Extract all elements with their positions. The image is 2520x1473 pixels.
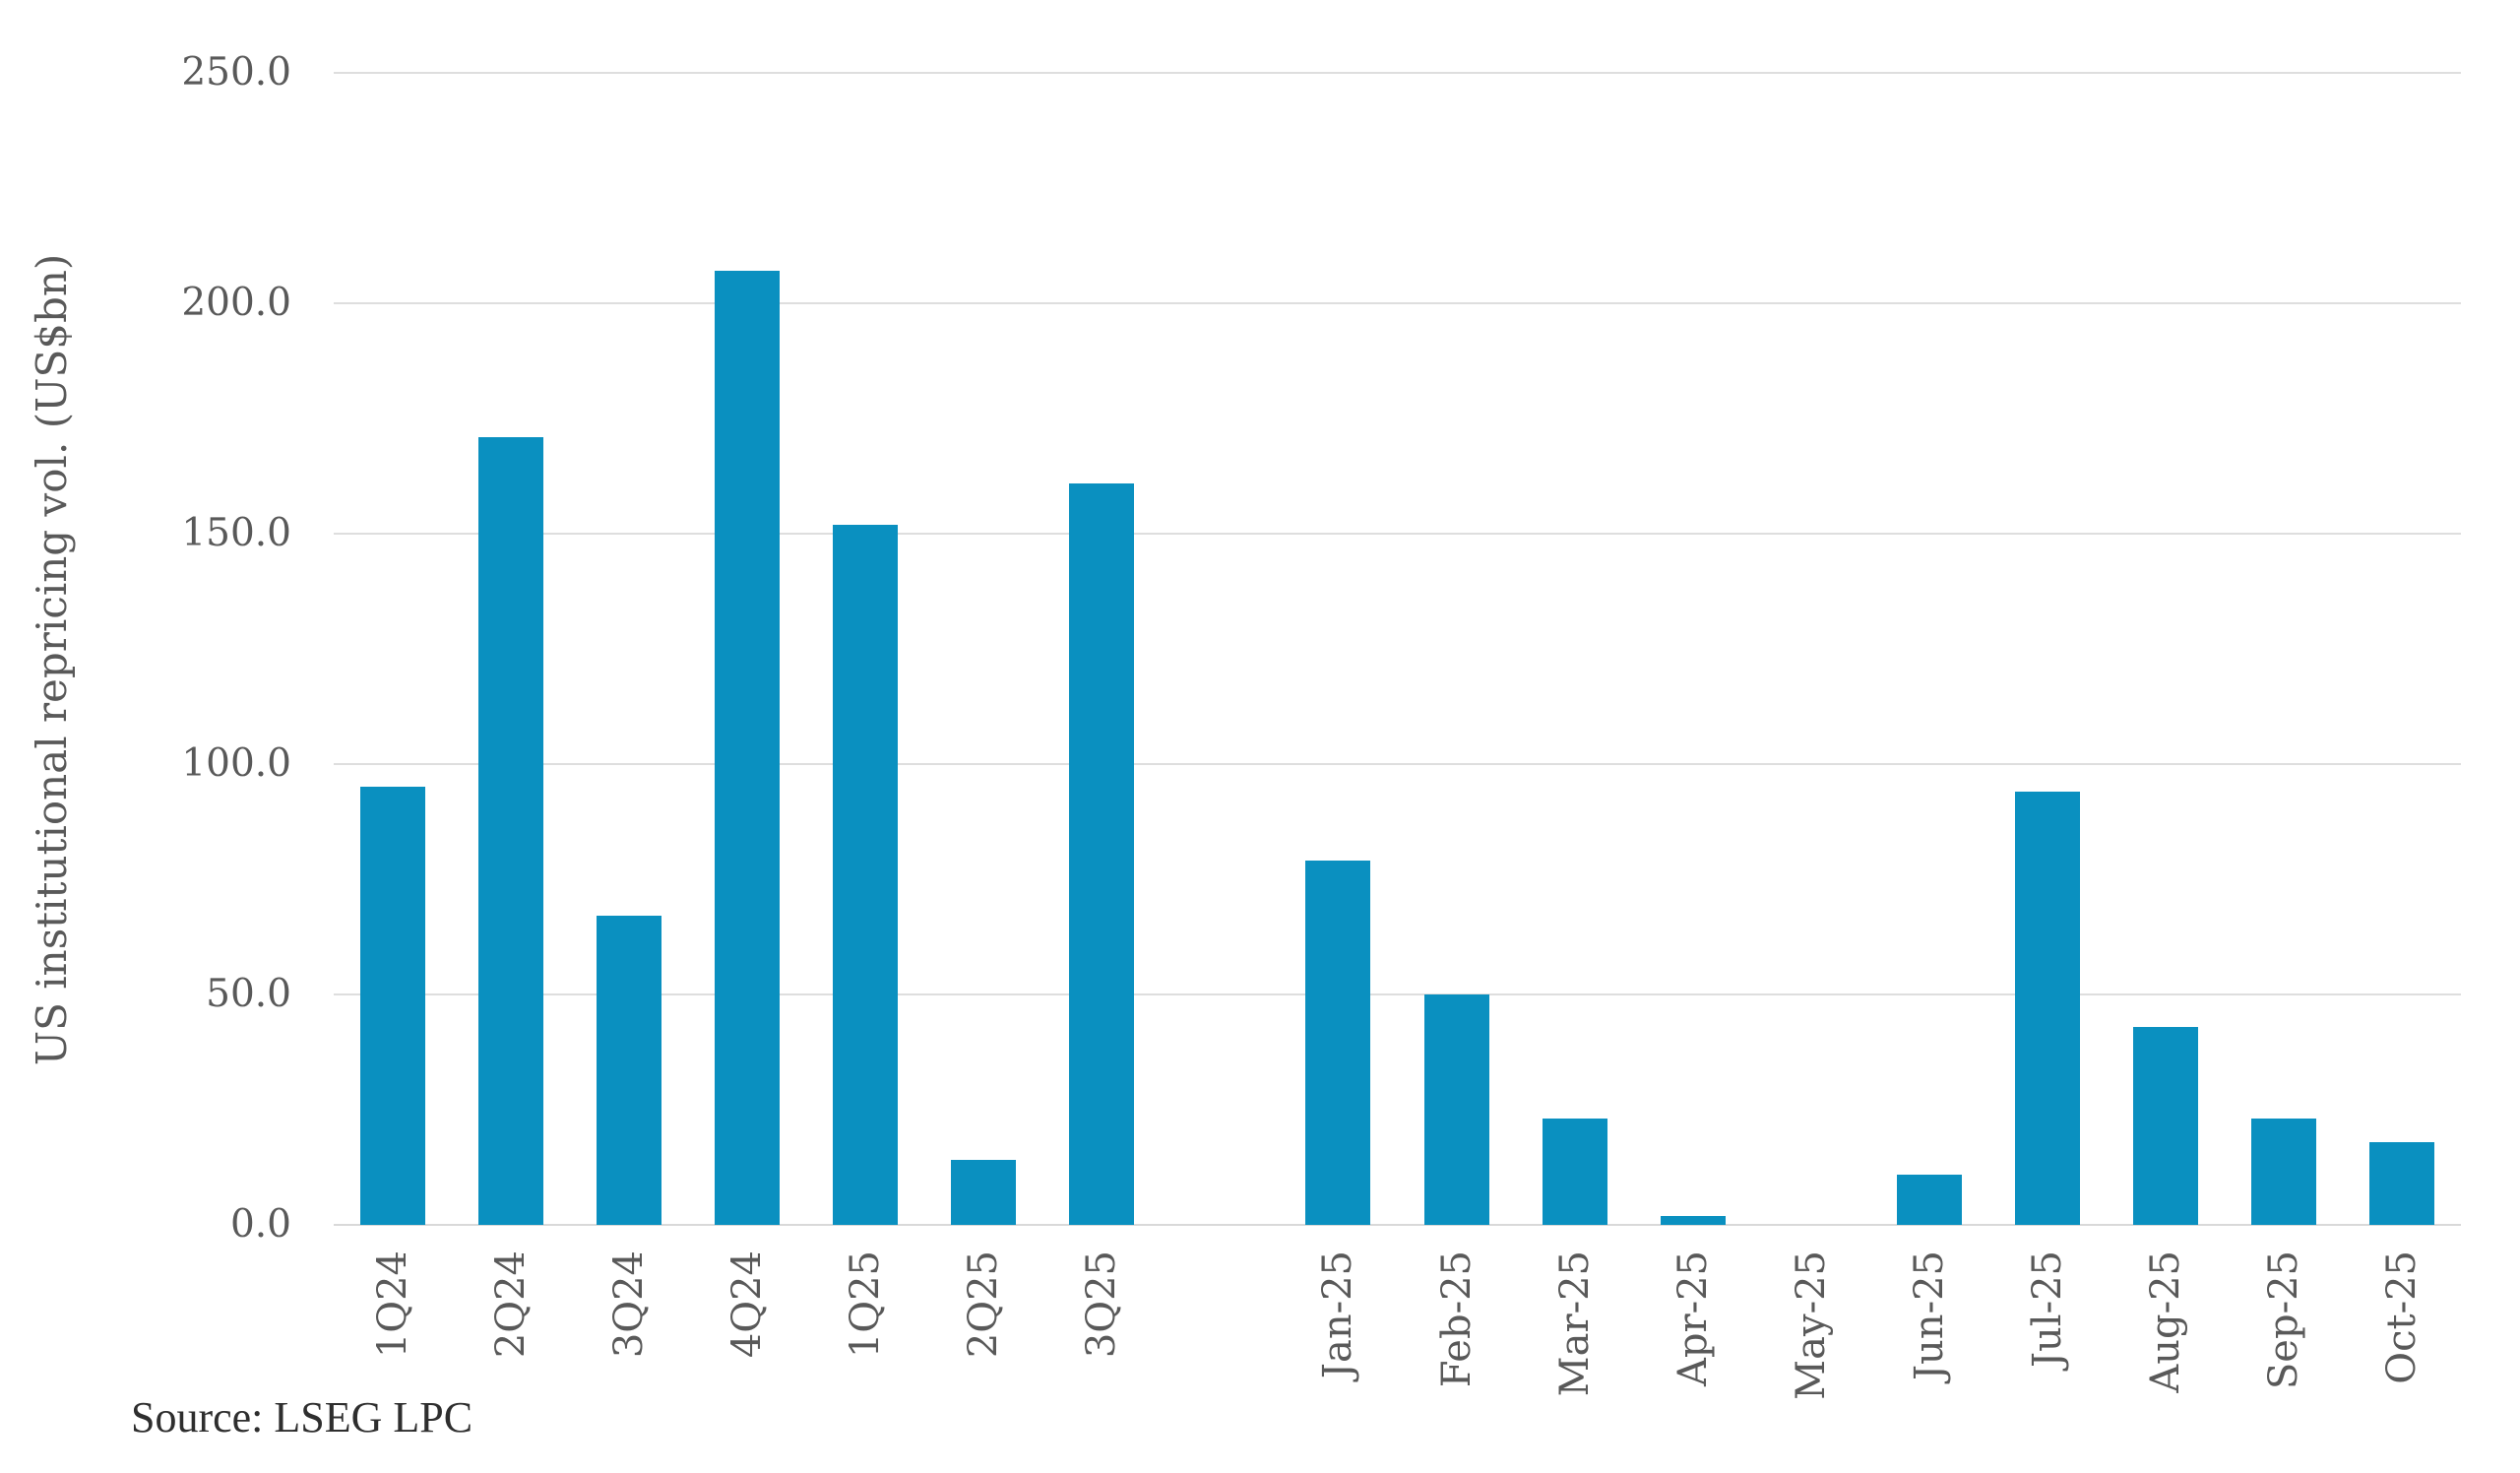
x-axis-label-Jun-25: Jun-25: [1906, 1250, 1952, 1380]
y-tick-label: 50.0: [206, 972, 291, 1016]
gridline: [334, 533, 2461, 535]
gridline: [334, 763, 2461, 765]
plot-area: [334, 72, 2461, 1226]
source-note: Source: LSEG LPC: [131, 1393, 473, 1441]
bar-Oct-25: [2368, 1141, 2434, 1225]
x-axis-label-Sep-25: Sep-25: [2260, 1250, 2306, 1390]
bar-Jul-25: [2014, 792, 2080, 1225]
bar-1Q24: [360, 787, 426, 1225]
bar-2Q24: [478, 436, 544, 1225]
x-axis-label-Oct-25: Oct-25: [2378, 1250, 2425, 1384]
x-axis-label-Feb-25: Feb-25: [1433, 1250, 1480, 1388]
x-axis-label-4Q24: 4Q24: [724, 1250, 771, 1359]
bar-Mar-25: [1542, 1119, 1607, 1225]
bar-4Q24: [715, 271, 781, 1225]
x-axis-label-1Q25: 1Q25: [843, 1250, 889, 1359]
bar-3Q25: [1069, 482, 1135, 1225]
gridline: [334, 72, 2461, 74]
bar-Feb-25: [1423, 994, 1489, 1225]
y-axis-title: US institutional repricing vol. (US$bn): [28, 253, 76, 1066]
x-axis-label-Apr-25: Apr-25: [1670, 1250, 1716, 1387]
gridline: [334, 302, 2461, 304]
bar-1Q25: [833, 524, 899, 1225]
bar-2Q25: [951, 1160, 1017, 1225]
bar-Jan-25: [1305, 861, 1371, 1225]
x-axis-label-May-25: May-25: [1788, 1250, 1834, 1400]
y-tick-label: 100.0: [181, 741, 291, 786]
x-axis-label-Jul-25: Jul-25: [2024, 1250, 2070, 1369]
y-tick-label: 150.0: [181, 511, 291, 555]
x-axis-label-Mar-25: Mar-25: [1551, 1250, 1598, 1397]
y-tick-label: 250.0: [181, 50, 291, 95]
x-axis-line: [334, 1224, 2461, 1226]
x-axis-label-3Q25: 3Q25: [1079, 1250, 1125, 1359]
gridline: [334, 993, 2461, 995]
bar-Aug-25: [2132, 1026, 2198, 1225]
y-tick-label: 200.0: [181, 281, 291, 325]
y-tick-label: 0.0: [229, 1202, 291, 1247]
x-axis-label-1Q24: 1Q24: [370, 1250, 416, 1359]
x-axis-label-Jan-25: Jan-25: [1315, 1250, 1361, 1379]
bar-Apr-25: [1660, 1215, 1726, 1225]
x-axis-label-3Q24: 3Q24: [606, 1250, 653, 1359]
x-axis-label-2Q24: 2Q24: [488, 1250, 535, 1359]
x-axis-label-2Q25: 2Q25: [961, 1250, 1007, 1359]
bar-Sep-25: [2250, 1119, 2316, 1225]
bar-3Q24: [597, 916, 662, 1225]
x-axis-label-Aug-25: Aug-25: [2142, 1250, 2188, 1393]
bar-Jun-25: [1896, 1174, 1962, 1225]
